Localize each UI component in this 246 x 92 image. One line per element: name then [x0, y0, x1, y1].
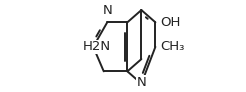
Text: N: N [137, 76, 146, 89]
Text: N: N [102, 4, 112, 17]
Text: H2N: H2N [83, 40, 111, 53]
Text: OH: OH [161, 16, 181, 29]
Text: CH₃: CH₃ [161, 40, 185, 53]
